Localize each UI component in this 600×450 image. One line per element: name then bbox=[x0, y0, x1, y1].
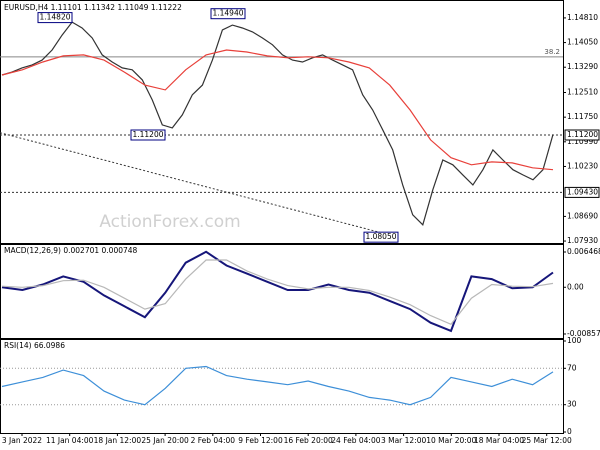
panel-frame bbox=[0, 0, 564, 245]
y-tick-label: 1.13290 bbox=[567, 62, 598, 71]
series-line bbox=[1, 49, 554, 171]
panel-title: EURUSD,H4 1.11101 1.11342 1.11049 1.1122… bbox=[4, 3, 182, 12]
y-tick-label: 1.10990 bbox=[567, 137, 598, 146]
annotation-box bbox=[363, 231, 399, 243]
x-tick-label: 11 Jan 04:00 bbox=[46, 436, 94, 445]
y-tick-label: 1.14810 bbox=[567, 13, 598, 22]
y-tick-label: 1.08690 bbox=[567, 211, 598, 220]
level-label: 1.11200 bbox=[567, 130, 598, 139]
y-tick-label: 1.12510 bbox=[567, 88, 598, 97]
annotation-label: 1.14940 bbox=[212, 9, 243, 18]
y-tick-label: 0.00 bbox=[567, 282, 584, 291]
series-line bbox=[1, 259, 554, 326]
level-label-box bbox=[564, 186, 600, 198]
y-tick-label: 100 bbox=[567, 336, 582, 345]
y-tick-label: 1.11750 bbox=[567, 112, 598, 121]
x-tick-label: 16 Feb 20:00 bbox=[284, 436, 333, 445]
watermark: ActionForex.com bbox=[99, 212, 240, 232]
x-tick-label: 25 Mar 12:00 bbox=[522, 436, 572, 445]
x-tick-label: 18 Mar 04:00 bbox=[474, 436, 524, 445]
x-tick-label: 3 Jan 2022 bbox=[2, 436, 42, 445]
series-line bbox=[1, 365, 554, 406]
series-line bbox=[1, 250, 554, 333]
y-tick-label: 1.14050 bbox=[567, 38, 598, 47]
y-tick-label: 0 bbox=[567, 427, 572, 436]
x-tick-label: 24 Feb 04:00 bbox=[331, 436, 380, 445]
fib-label: 38.2 bbox=[544, 48, 560, 56]
x-tick-label: 2 Feb 04:00 bbox=[191, 436, 236, 445]
y-tick-label: 30 bbox=[567, 400, 577, 409]
annotation-label: 1.08050 bbox=[365, 232, 396, 241]
y-tick-label: 1.10230 bbox=[567, 161, 598, 170]
trend-line bbox=[0, 132, 399, 238]
series-line bbox=[1, 21, 554, 226]
x-tick-label: 3 Mar 12:00 bbox=[381, 436, 427, 445]
x-tick-label: 18 Jan 12:00 bbox=[94, 436, 142, 445]
x-tick-label: 9 Feb 12:00 bbox=[238, 436, 283, 445]
level-label: 1.09430 bbox=[567, 187, 598, 196]
level-label-box bbox=[564, 129, 600, 141]
y-tick-label: 70 bbox=[567, 363, 577, 372]
panel-frame bbox=[0, 243, 564, 340]
annotation-box bbox=[210, 8, 246, 20]
y-tick-label: 1.07930 bbox=[567, 236, 598, 245]
y-tick-label: -0.008573 bbox=[567, 329, 600, 338]
x-tick-label: 10 Mar 20:00 bbox=[426, 436, 476, 445]
x-tick-label: 25 Jan 20:00 bbox=[141, 436, 189, 445]
annotation-label: 1.11200 bbox=[132, 130, 163, 139]
panel-frame bbox=[0, 338, 564, 434]
annotation-box bbox=[130, 129, 166, 141]
annotation-label: 1.14820 bbox=[39, 13, 70, 22]
panel-title: MACD(12,26,9) 0.002701 0.000748 bbox=[4, 246, 138, 255]
annotation-box bbox=[37, 12, 73, 24]
y-tick-label: 0.006468 bbox=[567, 247, 600, 256]
panel-title: RSI(14) 66.0986 bbox=[4, 341, 65, 350]
